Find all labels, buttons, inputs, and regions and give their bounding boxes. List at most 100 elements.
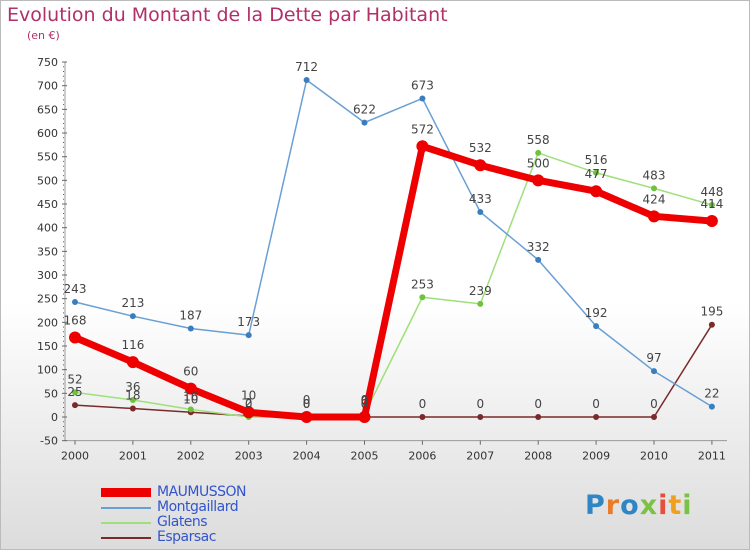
data-label-montgaillard: 332 [527, 240, 550, 254]
data-label-glatens: 448 [700, 185, 723, 199]
data-point-glatens [129, 396, 136, 403]
data-label-esparsac: 195 [700, 305, 723, 319]
data-point-maumusson [126, 356, 139, 369]
data-label-maumusson: 10 [241, 388, 256, 402]
data-label-esparsac: 18 [125, 388, 140, 402]
data-point-maumusson [532, 174, 545, 187]
y-tick-label: 350 [37, 245, 58, 258]
data-point-montgaillard [129, 313, 136, 320]
x-tick-label: 2006 [408, 450, 436, 463]
x-tick-label: 2001 [119, 450, 147, 463]
data-label-montgaillard: 433 [469, 192, 492, 206]
series-line-esparsac [74, 323, 713, 418]
data-label-maumusson: 414 [700, 197, 723, 211]
data-point-maumusson [474, 159, 487, 172]
y-tick-label: 50 [44, 387, 58, 400]
y-tick-label: 750 [37, 56, 58, 69]
chart-title: Evolution du Montant de la Dette par Hab… [7, 4, 448, 26]
data-point-glatens [419, 294, 426, 301]
data-label-maumusson: 532 [469, 141, 492, 155]
data-point-maumusson [69, 331, 81, 344]
data-point-maumusson [416, 140, 429, 153]
data-label-glatens: 0 [303, 397, 311, 411]
y-tick-label: 450 [37, 198, 58, 211]
data-point-glatens [72, 389, 78, 396]
x-tick-label: 2000 [61, 450, 89, 463]
legend-swatch-montgaillard [101, 506, 151, 509]
y-tick-label: 600 [37, 127, 58, 140]
data-point-esparsac [419, 414, 426, 420]
data-point-esparsac [593, 414, 600, 420]
legend-item-esparsac: Esparsac [101, 530, 246, 545]
x-tick-label: 2009 [582, 450, 610, 463]
legend-swatch-esparsac [101, 536, 151, 539]
data-label-glatens: 483 [643, 168, 666, 182]
data-point-glatens [187, 406, 194, 413]
x-tick-label: 2010 [640, 450, 668, 463]
data-label-montgaillard: 673 [411, 78, 434, 92]
data-point-glatens [651, 185, 657, 192]
data-point-maumusson [358, 411, 371, 423]
data-label-esparsac: 25 [67, 385, 82, 399]
data-label-esparsac: 0 [419, 397, 427, 411]
data-label-maumusson: 0 [361, 393, 369, 407]
data-label-esparsac: 0 [476, 397, 484, 411]
data-label-glatens: 558 [527, 133, 550, 147]
series-line-montgaillard [74, 79, 713, 408]
data-label-glatens: 36 [125, 380, 140, 394]
y-tick-label: -50 [40, 435, 58, 448]
legend-label-esparsac: Esparsac [157, 529, 216, 545]
data-label-esparsac: 0 [303, 397, 311, 411]
data-label-glatens: 253 [411, 277, 434, 291]
x-tick-label: 2011 [698, 450, 726, 463]
x-tick-label: 2008 [524, 450, 552, 463]
data-point-montgaillard [245, 332, 252, 339]
data-point-montgaillard [593, 323, 600, 330]
data-label-maumusson: 424 [643, 192, 666, 206]
data-label-esparsac: 0 [361, 397, 369, 411]
data-point-montgaillard [72, 298, 78, 305]
data-point-maumusson [705, 215, 718, 228]
data-label-maumusson: 168 [64, 313, 87, 327]
y-tick-label: 400 [37, 222, 58, 235]
data-label-montgaillard: 192 [585, 306, 608, 320]
data-point-maumusson [590, 185, 603, 198]
y-tick-label: 300 [37, 269, 58, 282]
data-point-glatens [477, 300, 484, 307]
data-label-glatens: 52 [67, 372, 82, 386]
data-label-glatens: 16 [183, 389, 198, 403]
data-label-montgaillard: 97 [646, 351, 661, 365]
data-point-montgaillard [419, 95, 426, 102]
legend-item-montgaillard: Montgaillard [101, 500, 246, 515]
data-point-montgaillard [651, 368, 657, 375]
data-point-maumusson [242, 406, 255, 419]
data-label-glatens: 0 [245, 397, 253, 411]
y-tick-label: 250 [37, 293, 58, 306]
legend-label-maumusson: MAUMUSSON [157, 484, 247, 500]
y-tick-label: 500 [37, 174, 58, 187]
legend-item-maumusson: MAUMUSSON [101, 484, 247, 500]
data-label-esparsac: 0 [592, 397, 600, 411]
data-point-esparsac [651, 414, 657, 420]
data-point-montgaillard [361, 119, 368, 126]
series-line-glatens [74, 152, 713, 418]
legend-swatch-maumusson [101, 488, 151, 497]
y-tick-label: 100 [37, 364, 58, 377]
legend-label-montgaillard: Montgaillard [157, 499, 239, 515]
data-point-esparsac [535, 414, 542, 420]
data-point-glatens [708, 201, 715, 208]
data-point-esparsac [477, 414, 484, 420]
y-tick-label: 650 [37, 103, 58, 116]
data-label-glatens: 239 [469, 284, 492, 298]
data-point-esparsac [72, 402, 78, 409]
data-point-glatens [593, 169, 600, 176]
data-label-maumusson: 572 [411, 122, 434, 136]
legend-swatch-glatens [101, 521, 151, 524]
data-point-maumusson [184, 382, 197, 395]
data-point-esparsac [129, 405, 136, 412]
x-tick-label: 2004 [293, 450, 321, 463]
data-label-montgaillard: 712 [295, 60, 318, 74]
y-tick-label: 700 [37, 80, 58, 93]
data-point-esparsac [708, 321, 715, 328]
